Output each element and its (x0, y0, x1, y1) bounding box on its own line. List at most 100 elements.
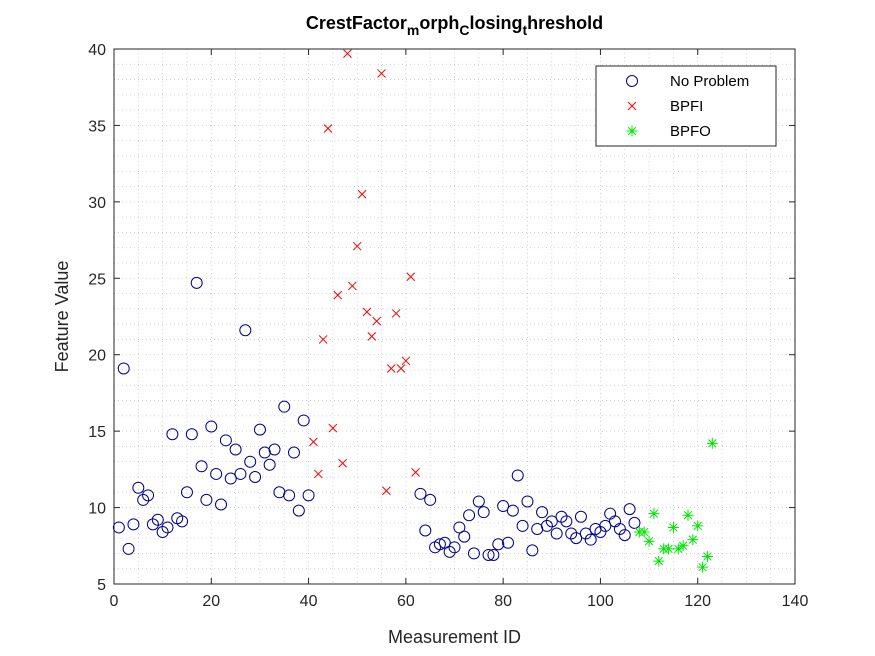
title-segment: CrestFactor (306, 13, 407, 33)
data-point (438, 536, 451, 549)
data-point (132, 481, 145, 494)
data-point (701, 550, 713, 562)
data-point (185, 428, 198, 441)
data-markers (112, 49, 718, 573)
data-point (482, 548, 495, 561)
legend-marker (626, 75, 638, 87)
data-point (195, 460, 208, 473)
data-point (357, 189, 367, 199)
axes-box (113, 48, 796, 585)
data-point (249, 471, 262, 483)
data-point (536, 506, 549, 519)
data-point (176, 515, 189, 528)
data-point (579, 527, 592, 540)
data-point (313, 469, 323, 479)
data-point (565, 527, 578, 540)
data-point (467, 547, 480, 560)
data-point (367, 332, 377, 341)
legend-entry: BPFO (626, 123, 711, 140)
legend-marker (626, 125, 638, 137)
data-point (333, 290, 343, 300)
data-point (419, 524, 432, 537)
data-point (584, 533, 597, 546)
grid-lines (114, 49, 795, 584)
chart-title: CrestFactormorphClosingthreshold (306, 13, 603, 38)
data-point (287, 446, 300, 459)
data-point (560, 515, 573, 528)
data-point (692, 520, 704, 532)
data-point (623, 503, 636, 516)
data-point (672, 543, 684, 555)
x-tick-label: 120 (684, 593, 711, 610)
series-bpfo (633, 437, 718, 573)
data-point (180, 486, 193, 499)
title-segment: hreshold (527, 13, 603, 33)
data-point (618, 529, 631, 542)
y-axis-label: Feature Value (52, 261, 72, 373)
data-point (391, 309, 401, 318)
x-tick-label: 60 (397, 593, 415, 610)
title-segment: orph (419, 13, 459, 33)
series-bpfi (309, 49, 420, 496)
series-no-problem (112, 276, 641, 561)
data-point (278, 400, 291, 413)
data-point (142, 489, 155, 502)
y-tick-label: 40 (88, 42, 106, 59)
data-point (424, 493, 437, 506)
legend: No Problem BPFI BPFO (595, 65, 777, 147)
legend-entry: No Problem (626, 73, 749, 90)
data-point (555, 510, 568, 523)
data-point (613, 522, 626, 535)
data-point (302, 489, 315, 502)
data-point (443, 545, 456, 558)
y-tick-label: 35 (88, 118, 106, 135)
data-point (477, 506, 490, 519)
data-point (406, 272, 416, 282)
data-point (229, 443, 242, 456)
data-point (638, 526, 650, 538)
data-point (599, 519, 612, 532)
data-point (328, 423, 338, 433)
data-point (137, 493, 150, 506)
data-point (463, 509, 476, 522)
data-point (127, 518, 140, 531)
x-tick-label: 0 (110, 593, 119, 610)
x-tick-label: 40 (300, 593, 318, 610)
data-point (396, 364, 406, 373)
data-point (166, 428, 179, 441)
tick-labels: 0 20 40 60 80 100 120 140 5 10 15 20 25 30 35 40 (88, 42, 808, 610)
data-point (239, 324, 252, 337)
y-tick-label: 20 (88, 348, 106, 365)
data-point (516, 519, 529, 532)
data-point (472, 495, 485, 508)
data-point (540, 519, 553, 532)
data-point (318, 335, 328, 344)
data-point (492, 538, 505, 551)
data-point (156, 526, 169, 539)
data-point (502, 536, 515, 549)
axes (113, 48, 796, 585)
data-point (643, 535, 655, 547)
data-point (706, 437, 718, 449)
data-point (511, 469, 524, 482)
legend-entry: BPFI (627, 98, 703, 115)
data-point (687, 534, 699, 546)
data-point (414, 487, 427, 500)
title-subscript: C (459, 22, 469, 38)
data-point (382, 486, 391, 496)
data-point (352, 241, 362, 251)
data-point (234, 467, 247, 480)
data-point (682, 509, 694, 521)
data-point (117, 362, 130, 375)
data-point (594, 526, 607, 539)
data-point (122, 542, 135, 555)
data-point (521, 495, 534, 508)
data-point (545, 515, 558, 528)
data-point (377, 69, 386, 78)
title-segment: losing (469, 13, 522, 33)
data-point (453, 521, 466, 534)
x-tick-label: 140 (782, 593, 809, 610)
data-point (253, 423, 266, 436)
legend-box (595, 65, 777, 147)
data-point (677, 540, 689, 552)
